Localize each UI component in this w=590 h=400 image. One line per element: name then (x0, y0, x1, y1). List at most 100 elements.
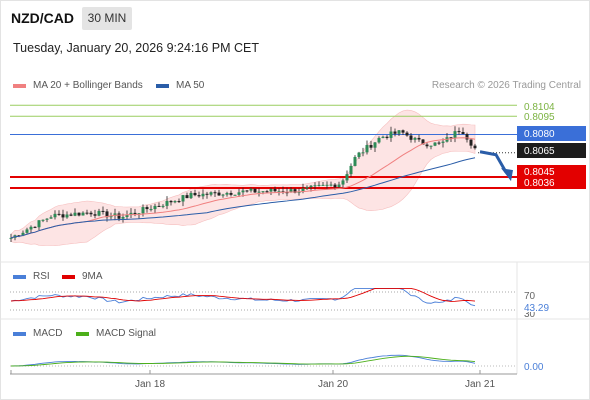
candle-body (405, 132, 409, 136)
candle-body (229, 192, 233, 195)
candle-body (237, 192, 241, 195)
candle-body (273, 188, 277, 192)
candle-body (285, 192, 289, 194)
candle-body (293, 189, 297, 193)
rsi-line (10, 287, 476, 307)
candle-body (337, 184, 341, 188)
candle-body (81, 212, 85, 216)
candle-body (177, 201, 181, 203)
x-tick-label: Jan 20 (318, 379, 348, 390)
forecast-arrow-shaft (479, 150, 508, 173)
candle-body (269, 188, 273, 192)
legend-9ma: 9MA (62, 271, 103, 282)
candle-body (389, 131, 393, 138)
level-box-0.8065 (517, 143, 586, 158)
candle-body (161, 205, 165, 207)
candle-body (289, 189, 293, 193)
legend-macd: MACD (13, 328, 62, 339)
candle-body (193, 192, 197, 196)
forecast-arrow (479, 150, 513, 182)
candle-body (61, 214, 65, 218)
candle-body (197, 195, 201, 197)
candle-body (141, 207, 145, 214)
candle-body (97, 210, 101, 216)
level-label-0.8104: 0.8104 (524, 102, 555, 113)
candle-body (353, 157, 357, 166)
candle-body (89, 212, 93, 215)
legend-ma50-label: MA 50 (176, 80, 205, 91)
candle-body (365, 145, 369, 153)
candle-body (421, 139, 425, 145)
candle-body (169, 200, 173, 203)
legend-ma20-label: MA 20 + Bollinger Bands (33, 80, 143, 91)
candle-body (225, 192, 229, 195)
macd-panel (10, 354, 517, 367)
candle-body (437, 142, 441, 144)
candle-body (233, 194, 237, 196)
candle-body (209, 192, 213, 195)
candle-body (117, 213, 121, 219)
candle-body (301, 188, 305, 192)
price-levels (10, 104, 517, 189)
candle-body (69, 214, 73, 216)
legend-rsi-label: RSI (33, 271, 50, 282)
legend-ma20: MA 20 + Bollinger Bands (13, 80, 143, 91)
rsi-level-30: 30 (524, 309, 536, 320)
candle-body (385, 136, 389, 138)
level-label-0.8095: 0.8095 (524, 112, 555, 123)
candle-body (341, 180, 345, 185)
candle-body (65, 214, 69, 218)
candle-body (29, 226, 33, 230)
candle-body (125, 214, 129, 218)
candle-body (189, 192, 193, 199)
candle-body (241, 190, 245, 193)
candle-body (73, 212, 77, 216)
candle-body (345, 174, 349, 181)
candle-body (417, 137, 421, 140)
ma50-swatch (156, 83, 169, 88)
candle-body (213, 192, 217, 194)
rsi-level-70: 70 (524, 291, 536, 302)
level-label-0.8045: 0.8045 (524, 167, 555, 178)
macd-signal-swatch (76, 331, 89, 336)
candle-body (145, 207, 149, 210)
rsi-panel (10, 287, 517, 311)
candle-body (21, 232, 25, 236)
candle-body (425, 144, 429, 147)
candle-body (249, 188, 253, 191)
candle-body (57, 213, 61, 215)
candle-body (77, 212, 81, 216)
candle-body (153, 205, 157, 210)
ma50-line (10, 157, 476, 239)
candle-body (205, 193, 209, 195)
symbol-title: NZD/CAD (11, 10, 74, 26)
credit-text: Research © 2026 Trading Central (431, 80, 581, 91)
candle-body (17, 235, 21, 237)
candle-body (377, 137, 381, 143)
datetime-label: Tuesday, January 20, 2026 9:24:16 PM CET (13, 41, 259, 55)
candle-body (473, 145, 477, 149)
level-label-0.8080: 0.8080 (524, 129, 555, 140)
candle-body (465, 134, 469, 140)
candle-body (361, 152, 365, 154)
candle-body (113, 213, 117, 216)
candle-body (33, 226, 37, 228)
candle-body (149, 209, 153, 211)
candle-body (457, 131, 461, 133)
legend-macd-signal-label: MACD Signal (96, 328, 157, 339)
candle-body (45, 218, 49, 220)
candle-body (461, 131, 465, 135)
candle-body (321, 184, 325, 186)
candle-body (181, 195, 185, 202)
candle-body (349, 165, 353, 175)
timeframe-button[interactable]: 30 MIN (82, 7, 132, 30)
candle-body (221, 194, 225, 196)
candle-body (105, 211, 109, 218)
candle-body (381, 136, 385, 138)
candle-body (449, 137, 453, 139)
candle-body (297, 191, 301, 193)
candle-body (157, 205, 161, 207)
candle-body (429, 145, 433, 147)
legend-9ma-label: 9MA (82, 271, 103, 282)
candle-body (357, 152, 361, 158)
